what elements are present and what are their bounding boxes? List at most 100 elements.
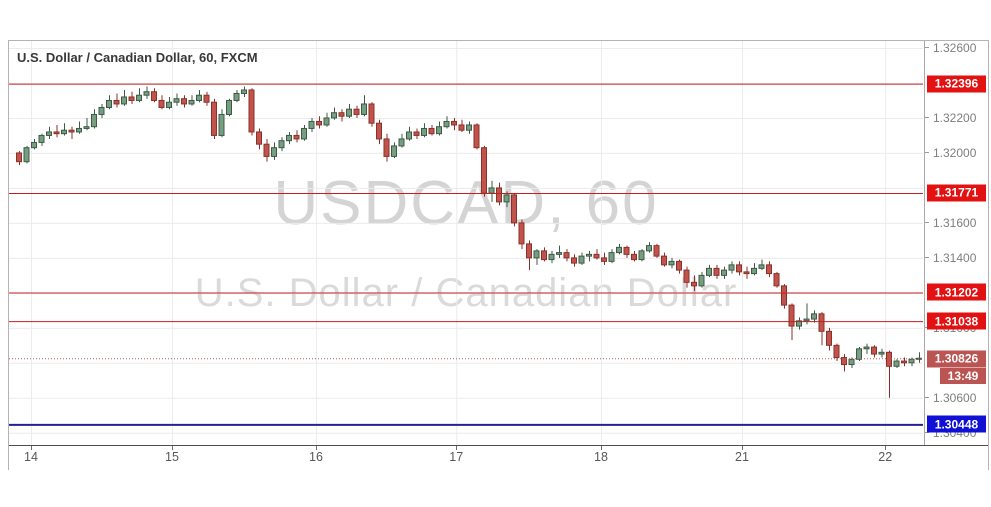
candle-down: [473, 124, 480, 149]
candlestick-canvas[interactable]: [9, 41, 923, 445]
candle-up: [803, 318, 810, 322]
candle-down: [841, 357, 847, 366]
price-level-badge[interactable]: 1.32396: [927, 75, 986, 93]
candle-up: [406, 131, 412, 140]
last-price-badge[interactable]: 1.30826: [927, 350, 986, 368]
candle-up: [608, 252, 615, 262]
candle-up: [136, 94, 142, 101]
candle-up: [143, 91, 150, 96]
candle-up: [331, 112, 337, 119]
price-level-badge[interactable]: 1.30448: [927, 415, 986, 433]
candle-down: [886, 351, 892, 367]
candle-up: [346, 108, 352, 117]
price-level-badge[interactable]: 1.31202: [927, 283, 986, 301]
candle-down: [871, 346, 877, 355]
candle-down: [601, 257, 607, 262]
candle-down: [383, 138, 390, 157]
candle-up: [751, 267, 757, 275]
candle-up: [578, 255, 585, 264]
candle-up: [758, 264, 765, 269]
candle-down: [181, 98, 187, 105]
candle-down: [743, 271, 750, 275]
price-axis[interactable]: 1.32600 1.32200 1.32000 1.31600 1.31400 1.310…: [925, 41, 988, 445]
candle-up: [728, 264, 735, 271]
candle-down: [451, 120, 457, 126]
candle-up: [301, 127, 307, 140]
candle-up: [83, 126, 90, 129]
price-level-badge[interactable]: 1.31771: [927, 184, 986, 202]
candle-up: [811, 313, 817, 320]
candle-up: [503, 194, 510, 203]
candle-down: [788, 304, 795, 327]
candle-up: [398, 138, 405, 147]
candle-up: [616, 246, 622, 254]
candle-up: [286, 134, 292, 142]
candle-up: [488, 187, 495, 194]
time-axis-label: 14: [24, 450, 38, 464]
candle-up: [698, 274, 705, 287]
candle-down: [316, 120, 322, 126]
candle-up: [421, 127, 427, 136]
candle-up: [361, 103, 367, 115]
candle-up: [233, 92, 240, 101]
time-axis-tick: [885, 446, 887, 450]
candle-down: [833, 344, 840, 359]
candle-down: [376, 122, 382, 140]
candle-up: [646, 245, 652, 252]
candle-up: [91, 113, 97, 128]
candle-up: [31, 141, 37, 149]
candle-up: [308, 120, 315, 129]
candle-down: [571, 257, 577, 264]
candle-down: [353, 108, 360, 115]
time-axis-label: 21: [735, 450, 749, 464]
candle-up: [173, 98, 180, 103]
candle-down: [563, 252, 570, 259]
candle-down: [676, 260, 682, 271]
candle-down: [68, 129, 75, 133]
candle-down: [518, 222, 525, 245]
candle-down: [263, 143, 270, 157]
candle-up: [848, 358, 855, 366]
chart-plot-area[interactable]: USDCAD, 60 U.S. Dollar / Canadian Dollar…: [9, 41, 923, 445]
candle-up: [23, 147, 30, 163]
candle-up: [241, 89, 247, 94]
candle-up: [436, 126, 442, 135]
time-axis[interactable]: 14 15 16 17 18 21 22: [9, 445, 988, 470]
candle-down: [113, 99, 120, 105]
candle-up: [271, 147, 277, 157]
time-axis-tick: [172, 446, 173, 450]
candle-up: [638, 250, 645, 261]
candle-up: [323, 117, 330, 126]
time-axis-tick: [31, 446, 32, 450]
time-axis-tick: [456, 446, 458, 450]
candle-up: [586, 253, 592, 257]
candle-down: [128, 96, 135, 101]
time-axis-label: 22: [878, 450, 893, 464]
candle-down: [713, 267, 720, 276]
price-axis-label: 1.32600: [925, 40, 976, 56]
candle-down: [661, 255, 667, 266]
time-axis-label: 18: [594, 450, 608, 464]
candle-down: [511, 194, 517, 224]
candle-up: [106, 99, 112, 108]
price-axis-label: 1.32200: [925, 110, 976, 126]
candle-down: [773, 273, 780, 287]
candle-down: [256, 131, 262, 145]
price-level-badge[interactable]: 1.31038: [927, 312, 986, 330]
candle-down: [16, 152, 22, 163]
bar-countdown-badge: 13:49: [940, 367, 986, 384]
candle-down: [631, 253, 637, 261]
candle-up: [196, 94, 202, 101]
candle-up: [226, 99, 232, 115]
candle-up: [61, 129, 67, 135]
time-axis-tick: [316, 446, 317, 450]
price-axis-label: 1.31600: [925, 215, 976, 231]
candle-up: [391, 145, 397, 157]
candle-down: [248, 89, 255, 133]
candle-down: [683, 269, 690, 283]
candle-down: [293, 134, 300, 140]
candle-up: [533, 250, 540, 259]
candle-down: [526, 243, 532, 259]
candle-down: [413, 131, 420, 136]
